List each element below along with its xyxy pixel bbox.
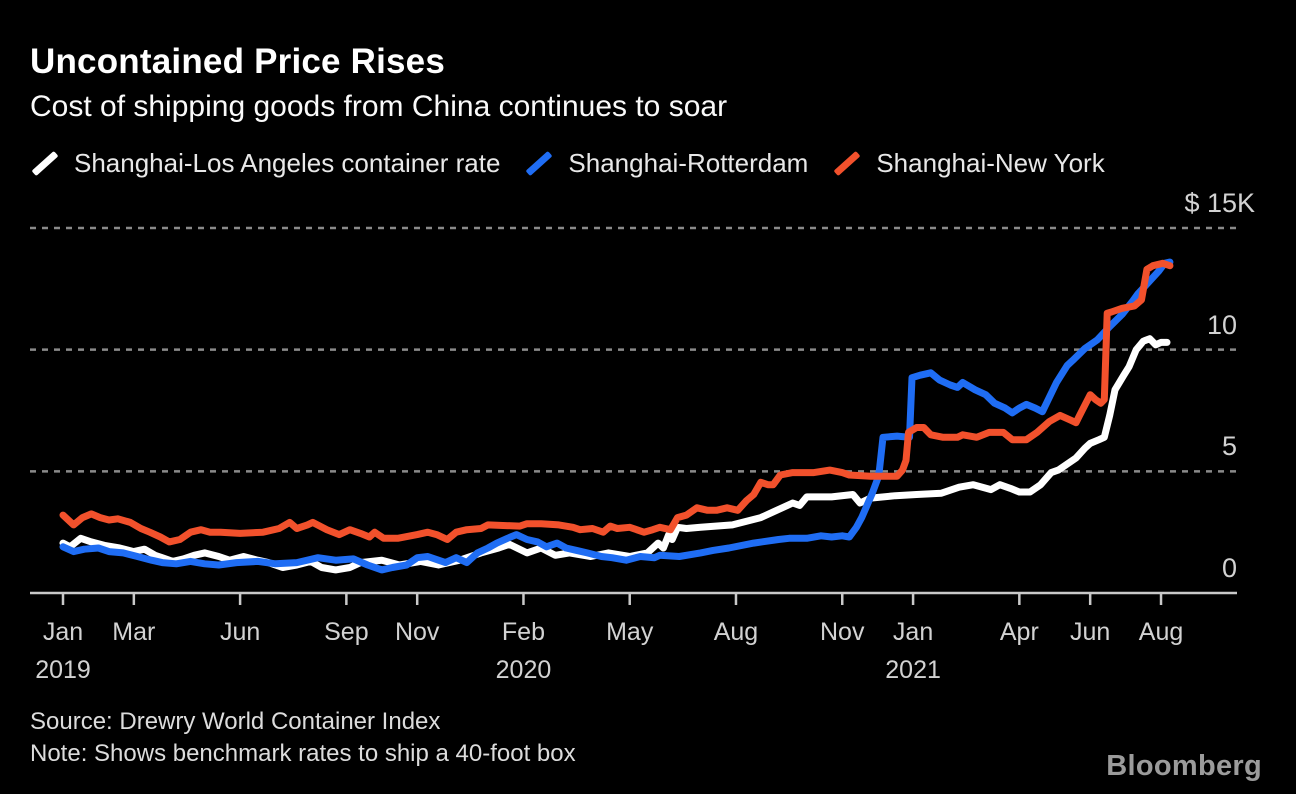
legend-item-shanghai-los-angeles: Shanghai-Los Angeles container rate (30, 148, 500, 179)
y-axis-label-5k: 5 (1221, 431, 1237, 462)
line-swatch-icon (833, 150, 861, 177)
x-axis-label-month: Jan (892, 618, 934, 646)
x-axis-label-month: Aug (713, 618, 759, 646)
source-text: Source: Drewry World Container Index (30, 708, 441, 735)
x-axis-label-month: Jun (219, 618, 261, 646)
x-axis-label-month: Apr (999, 618, 1039, 646)
chart-subtitle: Cost of shipping goods from China contin… (30, 90, 728, 123)
legend-item-shanghai-rotterdam: Shanghai-Rotterdam (524, 148, 808, 179)
x-axis-label-month: Aug (1138, 618, 1184, 646)
series-line-shanghai-rotterdam (59, 258, 1174, 574)
note-text: Note: Shows benchmark rates to ship a 40… (30, 740, 576, 767)
legend-label: Shanghai-Los Angeles container rate (74, 148, 501, 178)
x-axis-label-year: 2020 (495, 656, 552, 684)
series-line-shanghai-los-angeles-container-rate (59, 335, 1171, 574)
chart-title: Uncontained Price Rises (30, 42, 446, 81)
x-axis-label-month: Jun (1070, 618, 1111, 646)
legend: Shanghai-Los Angeles container rate Shan… (30, 148, 1105, 179)
legend-label: Shanghai-Rotterdam (568, 148, 809, 178)
bloomberg-logo: Bloomberg (1106, 750, 1262, 782)
y-axis-label-15k: $ 15K (1184, 188, 1255, 218)
x-axis-label-year: 2021 (885, 656, 941, 684)
x-axis-label-month: Jan (42, 618, 84, 646)
x-axis-label-month: Sep (324, 618, 369, 646)
x-axis-label-year: 2019 (35, 656, 91, 684)
x-axis-label-month: Feb (501, 618, 545, 646)
x-axis-label-month: May (606, 618, 654, 646)
source-note-block: Source: Drewry World Container Index Not… (30, 706, 576, 770)
y-axis-label-10k: 10 (1206, 309, 1237, 340)
legend-label: Shanghai-New York (876, 148, 1105, 178)
line-swatch-icon (525, 150, 553, 177)
x-axis-label-month: Mar (112, 618, 156, 646)
x-axis-label-month: Nov (820, 618, 865, 646)
line-swatch-icon (31, 150, 59, 177)
legend-item-shanghai-new-york: Shanghai-New York (832, 148, 1105, 179)
series-line-shanghai-new-york (59, 259, 1174, 546)
x-axis-label-month: Nov (394, 618, 440, 646)
y-axis-label-0k: 0 (1221, 553, 1237, 583)
